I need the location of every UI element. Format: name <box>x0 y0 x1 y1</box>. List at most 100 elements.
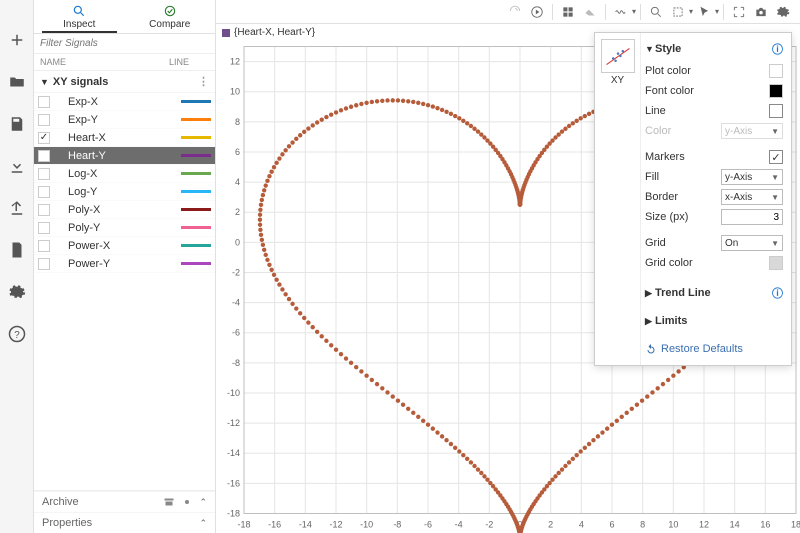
help-icon[interactable]: ? <box>7 324 27 344</box>
report-icon[interactable] <box>7 240 27 260</box>
more-icon[interactable]: ⋮ <box>198 75 209 88</box>
style-panel: XY ▼Styleⓘ Plot color Font color Line Co… <box>594 32 792 366</box>
add-icon[interactable] <box>7 30 27 50</box>
signal-row[interactable]: Power-X <box>34 237 215 255</box>
chevron-up-icon: ⌃ <box>199 497 207 508</box>
signal-name: Heart-X <box>56 132 175 144</box>
signal-name: Log-X <box>56 168 175 180</box>
fill-select[interactable]: y-Axis▼ <box>721 169 783 185</box>
plot-title: {Heart-X, Heart-Y} <box>234 27 315 38</box>
signal-row[interactable]: Heart-X <box>34 129 215 147</box>
signal-row[interactable]: Poly-Y <box>34 219 215 237</box>
style-header[interactable]: ▼Styleⓘ <box>645 37 783 61</box>
save-icon[interactable] <box>7 114 27 134</box>
svg-text:10: 10 <box>230 87 240 97</box>
zoom-icon[interactable] <box>645 1 667 23</box>
signal-checkbox[interactable] <box>38 258 50 270</box>
plot-color-label: Plot color <box>645 65 765 77</box>
signal-checkbox[interactable] <box>38 168 50 180</box>
svg-text:-6: -6 <box>424 520 432 530</box>
signal-color-swatch <box>181 154 211 157</box>
filter-signals-input[interactable] <box>34 34 215 54</box>
left-icon-strip: ? <box>0 0 34 533</box>
svg-text:18: 18 <box>791 520 800 530</box>
svg-text:-10: -10 <box>360 520 373 530</box>
signal-checkbox[interactable] <box>38 204 50 216</box>
border-select[interactable]: x-Axis▼ <box>721 189 783 205</box>
expand-icon[interactable] <box>728 1 750 23</box>
signal-row[interactable]: Exp-Y <box>34 111 215 129</box>
cursor-icon[interactable] <box>693 1 715 23</box>
tab-compare[interactable]: Compare <box>125 0 216 33</box>
signal-row[interactable]: Power-Y <box>34 255 215 273</box>
fit-icon[interactable] <box>667 1 689 23</box>
svg-text:-16: -16 <box>227 478 240 488</box>
svg-text:-4: -4 <box>232 298 240 308</box>
svg-text:-18: -18 <box>227 509 240 519</box>
signal-row[interactable]: Heart-Y <box>34 147 215 165</box>
export-icon[interactable] <box>7 198 27 218</box>
plot-type-label: XY <box>601 75 634 86</box>
settings-gear-icon[interactable] <box>772 1 794 23</box>
font-color-swatch[interactable] <box>769 84 783 98</box>
signal-row[interactable]: Log-Y <box>34 183 215 201</box>
tab-compare-label: Compare <box>149 19 190 30</box>
camera-icon[interactable] <box>750 1 772 23</box>
fingerprint-icon[interactable] <box>504 1 526 23</box>
svg-text:-8: -8 <box>232 358 240 368</box>
signal-name: Heart-Y <box>56 150 175 162</box>
svg-text:-16: -16 <box>268 520 281 530</box>
grid-select[interactable]: On▼ <box>721 235 783 251</box>
signal-checkbox[interactable] <box>38 186 50 198</box>
grid-layout-icon[interactable] <box>557 1 579 23</box>
grid-color-swatch[interactable] <box>769 256 783 270</box>
signal-name: Poly-Y <box>56 222 175 234</box>
properties-section[interactable]: Properties ⌃ <box>34 512 215 533</box>
svg-text:2: 2 <box>235 207 240 217</box>
signal-group[interactable]: ▼ XY signals ⋮ <box>34 71 215 93</box>
svg-text:8: 8 <box>640 520 645 530</box>
tab-inspect[interactable]: Inspect <box>34 0 125 33</box>
plot-type-thumb[interactable]: XY <box>595 33 641 365</box>
limits-header[interactable]: ▶Limits <box>645 311 783 331</box>
properties-label: Properties <box>42 517 92 529</box>
size-input[interactable] <box>721 209 783 225</box>
signal-checkbox[interactable] <box>38 240 50 252</box>
line-checkbox[interactable] <box>769 104 783 118</box>
archive-section[interactable]: Archive ⌃ <box>34 491 215 512</box>
signal-name: Power-X <box>56 240 175 252</box>
plot-toolbar: ▾ ▾ ▾ <box>216 0 800 24</box>
signal-checkbox[interactable] <box>38 114 50 126</box>
signal-row[interactable]: Exp-X <box>34 93 215 111</box>
import-icon[interactable] <box>7 156 27 176</box>
clear-icon[interactable] <box>579 1 601 23</box>
svg-text:-12: -12 <box>329 520 342 530</box>
signal-color-swatch <box>181 100 211 103</box>
svg-text:6: 6 <box>235 147 240 157</box>
svg-text:0: 0 <box>235 237 240 247</box>
size-label: Size (px) <box>645 211 717 223</box>
svg-text:-14: -14 <box>227 448 240 458</box>
signal-row[interactable]: Poly-X <box>34 201 215 219</box>
svg-text:4: 4 <box>235 177 240 187</box>
plot-color-swatch[interactable] <box>769 64 783 78</box>
color-label: Color <box>645 125 717 137</box>
svg-text:?: ? <box>14 330 20 341</box>
svg-text:12: 12 <box>230 57 240 67</box>
svg-text:-10: -10 <box>227 388 240 398</box>
signal-checkbox[interactable] <box>38 96 50 108</box>
signal-icon[interactable] <box>610 1 632 23</box>
play-icon[interactable] <box>526 1 548 23</box>
restore-defaults-button[interactable]: Restore Defaults <box>645 337 783 357</box>
folder-icon[interactable] <box>7 72 27 92</box>
gear-icon[interactable] <box>7 282 27 302</box>
markers-checkbox[interactable]: ✓ <box>769 150 783 164</box>
info-icon[interactable]: ⓘ <box>772 285 783 301</box>
trend-header[interactable]: ▶Trend Lineⓘ <box>645 281 783 305</box>
signal-checkbox[interactable] <box>38 150 50 162</box>
signal-checkbox[interactable] <box>38 222 50 234</box>
info-icon[interactable]: ⓘ <box>772 41 783 57</box>
signal-checkbox[interactable] <box>38 132 50 144</box>
signal-row[interactable]: Log-X <box>34 165 215 183</box>
signal-name: Poly-X <box>56 204 175 216</box>
